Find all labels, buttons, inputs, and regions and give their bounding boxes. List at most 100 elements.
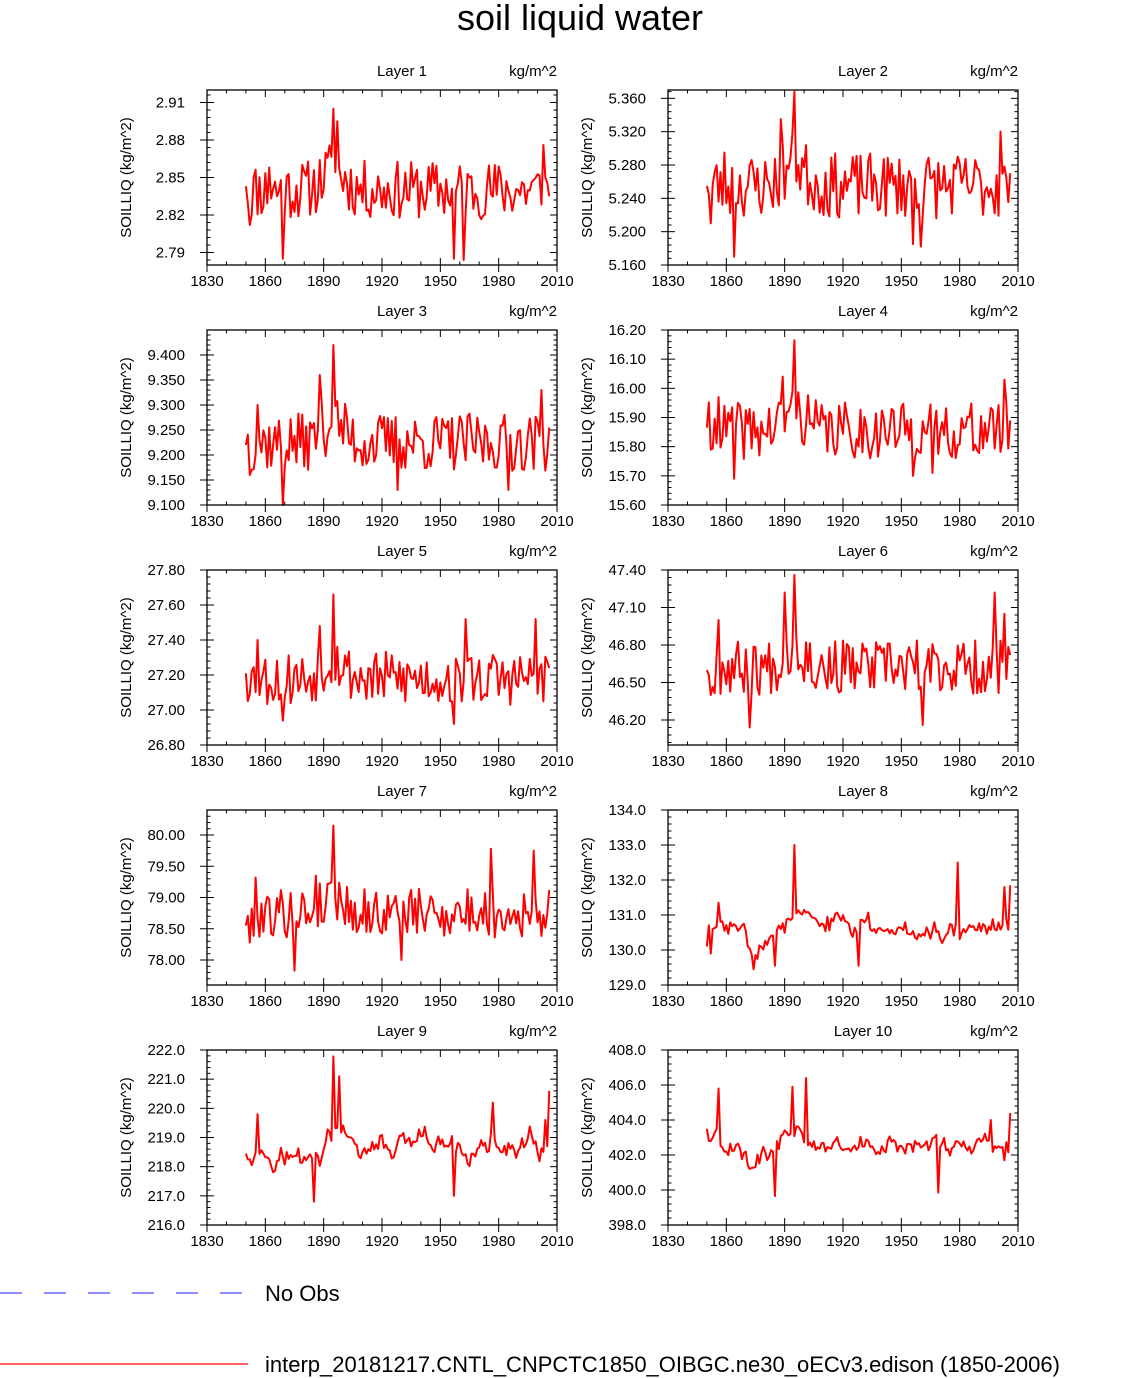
x-tick-label: 1830 (190, 273, 223, 290)
series-line (705, 574, 1012, 729)
x-tick-label: 1950 (424, 993, 457, 1010)
x-tick-label: 1920 (365, 273, 398, 290)
y-tick-label: 9.350 (147, 372, 185, 389)
x-tick-label: 1830 (190, 753, 223, 770)
y-tick-label: 15.90 (608, 410, 646, 427)
x-tick-label: 1980 (943, 753, 976, 770)
panel-units: kg/m^2 (509, 783, 557, 800)
y-tick-label: 78.00 (147, 952, 185, 969)
x-tick-label: 1920 (826, 993, 859, 1010)
x-tick-label: 2010 (1001, 753, 1034, 770)
y-tick-label: 47.40 (608, 562, 646, 579)
panel-units: kg/m^2 (970, 543, 1018, 560)
y-tick-label: 15.60 (608, 497, 646, 514)
y-tick-label: 46.80 (608, 637, 646, 654)
y-tick-label: 2.79 (156, 245, 185, 262)
y-tick-label: 219.0 (147, 1130, 185, 1147)
series-line (705, 1077, 1012, 1198)
x-tick-label: 1980 (482, 1233, 515, 1250)
y-tick-label: 27.80 (147, 562, 185, 579)
chart-panel-1: 1830 1860 1890 1920 1950 1980 2010 2.79 2.82 2.85… (118, 63, 574, 290)
x-tick-label: 1890 (307, 753, 340, 770)
x-tick-label: 1830 (651, 273, 684, 290)
y-tick-label: 9.250 (147, 422, 185, 439)
chart-panel-6: 1830 1860 1890 1920 1950 1980 2010 46.20 46.50 46… (579, 543, 1035, 770)
x-tick-label: 2010 (540, 513, 573, 530)
series-line (244, 1055, 551, 1203)
y-tick-label: 9.150 (147, 472, 185, 489)
x-tick-label: 1830 (190, 993, 223, 1010)
plot-frame (206, 569, 558, 746)
x-tick-label: 2010 (540, 993, 573, 1010)
y-tick-label: 133.0 (608, 837, 646, 854)
panel-units: kg/m^2 (509, 1023, 557, 1040)
y-tick-label: 131.0 (608, 907, 646, 924)
panel-grid: 1830 1860 1890 1920 1950 1980 2010 2.79 2.82 2.85… (118, 63, 1035, 1250)
x-tick-label: 1950 (885, 513, 918, 530)
series-line (244, 824, 551, 972)
y-tick-label: 402.0 (608, 1147, 646, 1164)
chart-panel-9: 1830 1860 1890 1920 1950 1980 2010 216.0 217.0 21… (118, 1023, 574, 1250)
x-tick-label: 1950 (885, 993, 918, 1010)
panel-units: kg/m^2 (509, 303, 557, 320)
y-axis-label: SOILLIQ (kg/m^2) (579, 1077, 596, 1197)
y-axis-label: SOILLIQ (kg/m^2) (118, 597, 135, 717)
panel-title: Layer 5 (377, 543, 427, 560)
x-tick-label: 1830 (190, 1233, 223, 1250)
y-tick-label: 9.400 (147, 347, 185, 364)
x-tick-label: 1860 (249, 753, 282, 770)
y-tick-label: 16.10 (608, 351, 646, 368)
y-tick-label: 27.20 (147, 667, 185, 684)
y-tick-label: 80.00 (147, 827, 185, 844)
y-tick-label: 27.00 (147, 702, 185, 719)
x-tick-label: 1980 (482, 513, 515, 530)
panel-title: Layer 9 (377, 1023, 427, 1040)
y-axis-label: SOILLIQ (kg/m^2) (118, 117, 135, 237)
x-tick-label: 1950 (885, 1233, 918, 1250)
x-tick-label: 1860 (710, 993, 743, 1010)
x-tick-label: 1860 (710, 1233, 743, 1250)
y-tick-label: 27.40 (147, 632, 185, 649)
x-tick-label: 1830 (651, 1233, 684, 1250)
y-tick-label: 129.0 (608, 977, 646, 994)
y-tick-label: 15.80 (608, 439, 646, 456)
y-tick-label: 408.0 (608, 1042, 646, 1059)
y-tick-label: 46.50 (608, 675, 646, 692)
x-tick-label: 1860 (249, 993, 282, 1010)
x-tick-label: 1890 (768, 753, 801, 770)
y-tick-label: 134.0 (608, 802, 646, 819)
panel-title: Layer 6 (838, 543, 888, 560)
x-tick-label: 1860 (249, 1233, 282, 1250)
x-tick-label: 1830 (651, 993, 684, 1010)
x-tick-label: 2010 (1001, 273, 1034, 290)
y-axis-label: SOILLIQ (kg/m^2) (579, 117, 596, 237)
x-tick-label: 1980 (482, 273, 515, 290)
x-tick-label: 1860 (710, 273, 743, 290)
y-tick-label: 5.240 (608, 190, 646, 207)
y-tick-label: 5.200 (608, 224, 646, 241)
y-tick-label: 217.0 (147, 1188, 185, 1205)
x-tick-label: 1920 (826, 1233, 859, 1250)
panel-title: Layer 10 (834, 1023, 892, 1040)
x-tick-label: 1890 (768, 993, 801, 1010)
x-tick-label: 1920 (365, 513, 398, 530)
x-tick-label: 1980 (482, 993, 515, 1010)
x-tick-label: 1890 (307, 1233, 340, 1250)
x-tick-label: 1890 (768, 273, 801, 290)
series-line (244, 593, 551, 725)
y-tick-label: 2.85 (156, 170, 185, 187)
plot-frame (667, 329, 1019, 506)
x-tick-label: 1950 (885, 753, 918, 770)
panel-title: Layer 8 (838, 783, 888, 800)
x-tick-label: 1920 (826, 273, 859, 290)
chart-panel-5: 1830 1860 1890 1920 1950 1980 2010 26.80 27.00 27… (118, 543, 574, 770)
plot-frame (206, 809, 558, 986)
y-tick-label: 406.0 (608, 1077, 646, 1094)
y-tick-label: 404.0 (608, 1112, 646, 1129)
y-tick-label: 5.320 (608, 124, 646, 141)
chart-panel-7: 1830 1860 1890 1920 1950 1980 2010 78.00 78.50 79… (118, 783, 574, 1010)
panel-units: kg/m^2 (970, 783, 1018, 800)
series-line (705, 339, 1012, 480)
panel-units: kg/m^2 (970, 303, 1018, 320)
